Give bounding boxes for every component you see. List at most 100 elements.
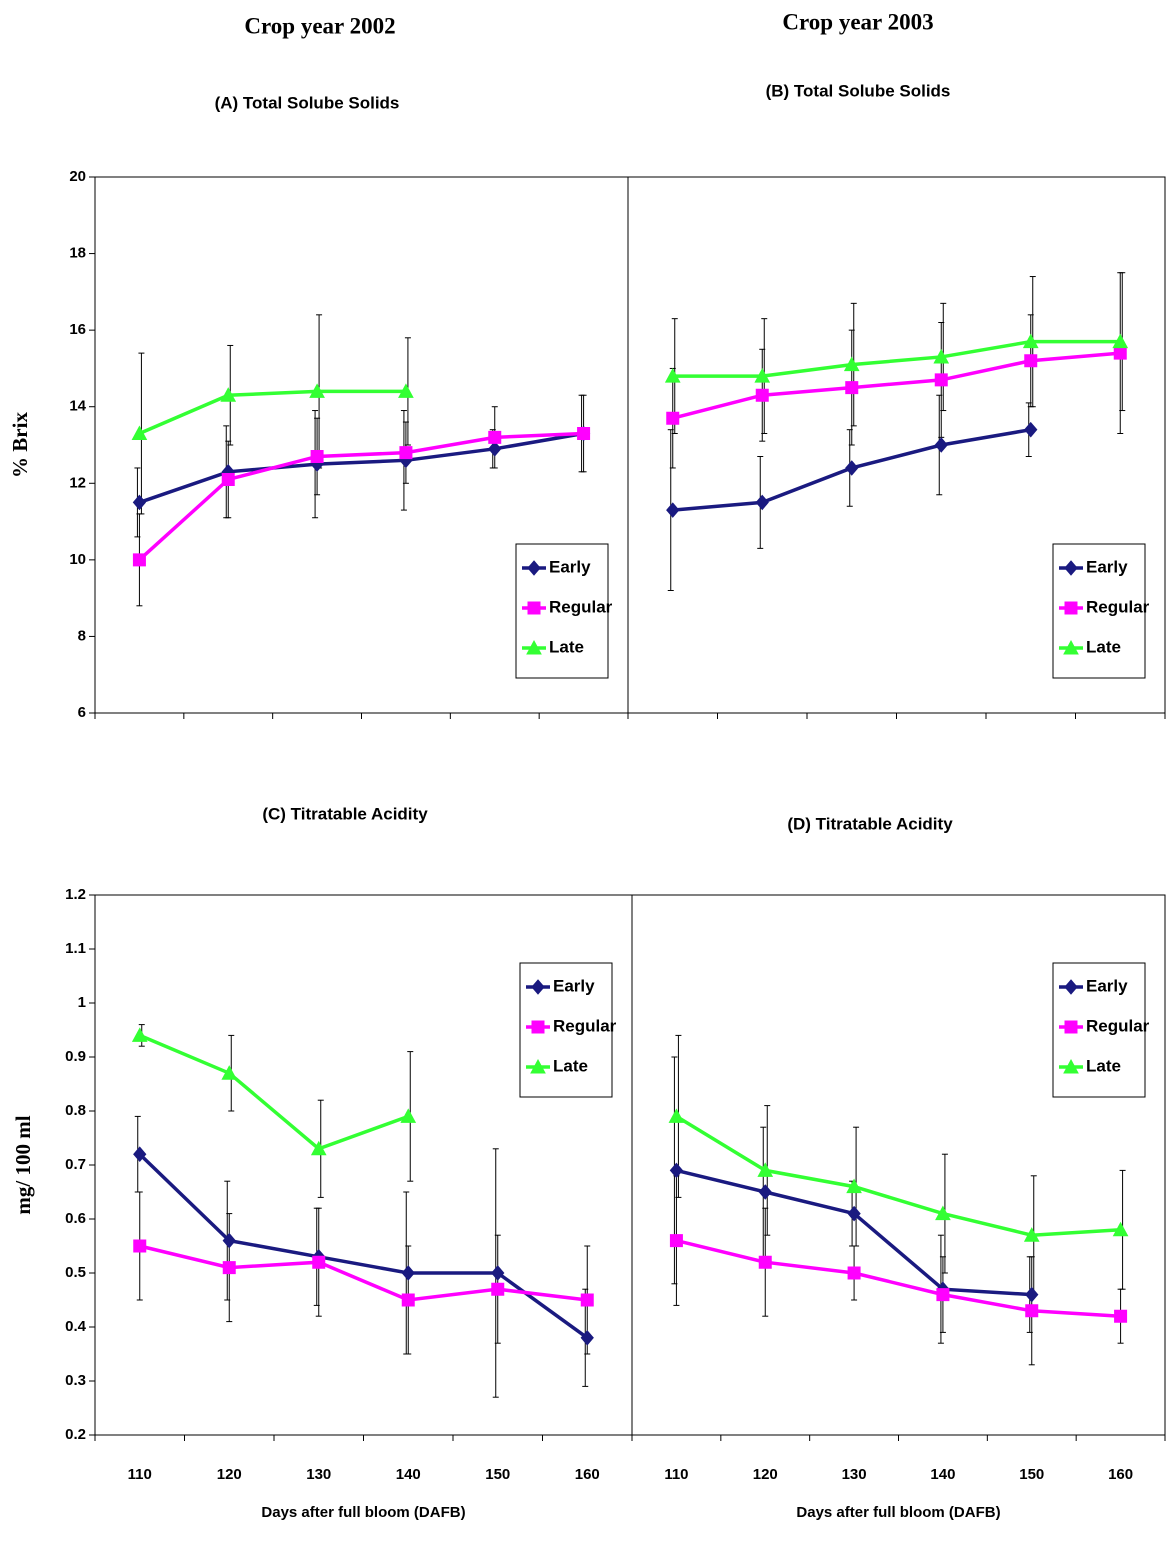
marker: [1065, 602, 1077, 614]
legend-label: Late: [553, 1056, 588, 1075]
x-tick-label: 150: [485, 1466, 510, 1483]
series-line: [140, 1154, 588, 1338]
marker: [133, 495, 145, 509]
marker: [1065, 1021, 1077, 1033]
marker: [1026, 1305, 1038, 1317]
chart-title: (B) Total Solube Solids: [766, 81, 951, 100]
marker: [1026, 1288, 1038, 1302]
series-line: [140, 1246, 588, 1300]
chart-title: (C) Titratable Acidity: [262, 804, 428, 823]
legend-label: Regular: [1086, 597, 1150, 616]
legend-label: Regular: [553, 1016, 617, 1035]
y-tick-label: 0.2: [65, 1426, 86, 1443]
y-tick-label: 1.1: [65, 940, 86, 957]
series-line: [139, 434, 583, 503]
x-tick-label: 140: [930, 1466, 955, 1483]
y-tick-label: 20: [69, 168, 86, 185]
marker: [400, 447, 412, 459]
figure: Crop year 2002 Crop year 2003 (A) Total …: [0, 0, 1171, 1547]
marker: [756, 389, 768, 401]
x-tick-label: 130: [306, 1466, 331, 1483]
marker: [1025, 355, 1037, 367]
marker: [133, 554, 145, 566]
y-tick-label: 0.7: [65, 1156, 86, 1173]
legend-label: Regular: [1086, 1016, 1150, 1035]
marker: [578, 428, 590, 440]
marker: [759, 1185, 771, 1199]
marker: [667, 412, 679, 424]
y-tick-label: 14: [69, 398, 86, 415]
column-header: Crop year 2003: [782, 9, 933, 34]
marker: [313, 1256, 325, 1268]
marker: [222, 473, 234, 485]
y-tick-label: 0.8: [65, 1102, 86, 1119]
marker: [670, 1235, 682, 1247]
x-tick-label: 160: [575, 1466, 600, 1483]
x-tick-label: 140: [396, 1466, 421, 1483]
series-line: [676, 1116, 1120, 1235]
y-tick-label: 16: [69, 321, 86, 338]
column-header: Crop year 2002: [244, 13, 395, 38]
marker: [756, 495, 768, 509]
marker: [935, 438, 947, 452]
marker: [489, 442, 501, 456]
marker: [492, 1283, 504, 1295]
marker: [223, 1262, 235, 1274]
series-line: [139, 434, 583, 560]
marker: [133, 1028, 147, 1041]
y-tick-label: 8: [78, 627, 86, 644]
y-axis-label: mg/ 100 ml: [11, 1115, 35, 1214]
x-axis-label: Days after full bloom (DAFB): [261, 1504, 465, 1521]
x-tick-label: 160: [1108, 1466, 1133, 1483]
marker: [489, 431, 501, 443]
x-tick-label: 130: [842, 1466, 867, 1483]
legend-label: Early: [1086, 557, 1128, 576]
marker: [401, 1109, 415, 1122]
marker: [581, 1294, 593, 1306]
x-tick-label: 110: [664, 1466, 688, 1483]
legend-label: Late: [549, 637, 584, 656]
marker: [311, 450, 323, 462]
y-tick-label: 0.9: [65, 1048, 86, 1065]
y-tick-label: 10: [69, 551, 86, 568]
legend-label: Early: [549, 557, 591, 576]
marker: [667, 503, 679, 517]
legend-label: Regular: [549, 597, 613, 616]
marker: [1025, 423, 1037, 437]
marker: [1115, 1310, 1127, 1322]
y-tick-label: 0.3: [65, 1372, 86, 1389]
y-tick-label: 1.2: [65, 886, 86, 903]
marker: [528, 602, 540, 614]
y-tick-label: 18: [69, 245, 86, 262]
marker: [846, 461, 858, 475]
marker: [532, 1021, 544, 1033]
x-axis-label: Days after full bloom (DAFB): [796, 1504, 1000, 1521]
y-tick-label: 0.5: [65, 1264, 86, 1281]
marker: [937, 1289, 949, 1301]
chart-title: (D) Titratable Acidity: [787, 814, 953, 833]
chart-title: (A) Total Solube Solids: [215, 93, 400, 112]
y-tick-label: 0.6: [65, 1210, 86, 1227]
marker: [846, 382, 858, 394]
x-tick-label: 150: [1019, 1466, 1044, 1483]
y-tick-label: 6: [78, 704, 86, 721]
marker: [402, 1266, 414, 1280]
marker: [134, 1240, 146, 1252]
series-line: [140, 1035, 409, 1148]
marker: [670, 1163, 682, 1177]
legend-label: Early: [1086, 976, 1128, 995]
marker: [1114, 347, 1126, 359]
legend-label: Early: [553, 976, 595, 995]
y-tick-label: 12: [69, 474, 86, 491]
marker: [848, 1267, 860, 1279]
legend-label: Late: [1086, 637, 1121, 656]
series-line: [673, 353, 1121, 418]
x-tick-label: 120: [217, 1466, 242, 1483]
y-tick-label: 0.4: [65, 1318, 87, 1335]
x-tick-label: 120: [753, 1466, 778, 1483]
legend-label: Late: [1086, 1056, 1121, 1075]
x-tick-label: 110: [128, 1466, 152, 1483]
marker: [935, 374, 947, 386]
marker: [759, 1256, 771, 1268]
marker: [402, 1294, 414, 1306]
